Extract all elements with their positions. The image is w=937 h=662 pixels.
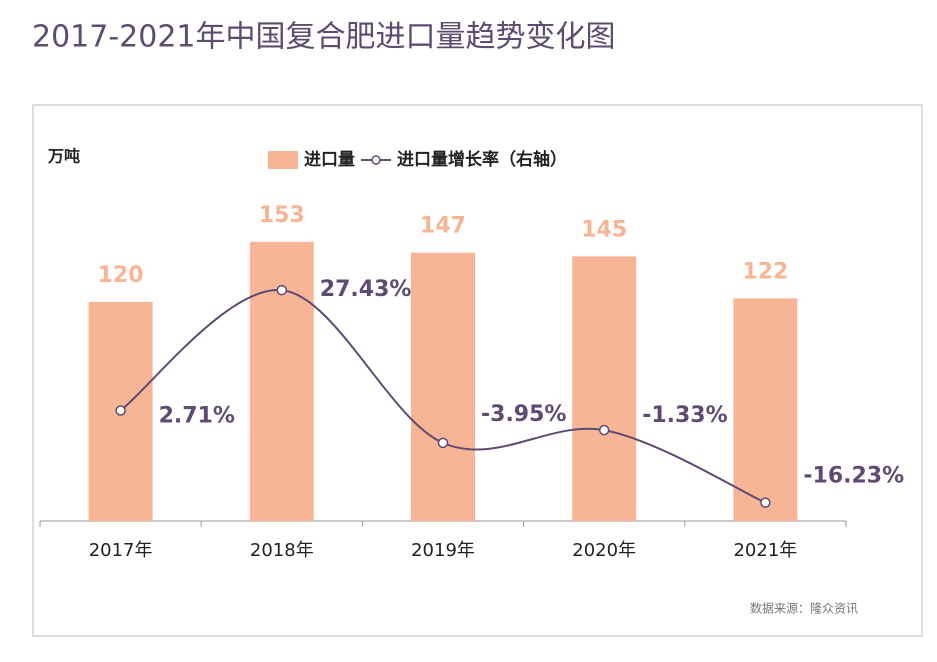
x-tick-label: 2020年: [572, 540, 636, 561]
data-label: 120: [98, 263, 144, 288]
data-label: 145: [581, 217, 627, 242]
data-label: -16.23%: [803, 464, 904, 489]
data-label: 147: [420, 214, 466, 239]
data-label: 27.43%: [320, 277, 412, 302]
data-label: 153: [259, 203, 305, 228]
line-point: [598, 424, 610, 436]
bar: [733, 298, 798, 521]
line: [120, 289, 766, 504]
line-point: [760, 497, 771, 508]
x-tick-label: 2021年: [733, 540, 797, 561]
x-tick-label: 2019年: [411, 540, 475, 561]
x-tick-label: 2018年: [250, 540, 314, 561]
y-unit: 万吨: [47, 147, 80, 166]
data-label: -3.95%: [481, 402, 566, 427]
source: 数据来源：隆众资讯: [750, 601, 858, 616]
data-label: -1.33%: [642, 403, 727, 428]
bar: [249, 241, 314, 521]
x-tick-label: 2017年: [89, 540, 153, 561]
bar: [411, 252, 475, 521]
bar: [572, 256, 637, 521]
legend-label: 进口量增长率（右轴）: [397, 149, 567, 170]
legend-swatch: [371, 155, 381, 165]
legend-swatch: [268, 151, 298, 169]
data-label: 122: [742, 259, 788, 284]
chart-title: 2017-2021年中国复合肥进口量趋势变化图: [32, 20, 616, 55]
data-label: 2.71%: [159, 403, 235, 428]
line-point: [276, 284, 288, 296]
chart-frame: [32, 104, 923, 637]
line-point: [437, 437, 449, 449]
legend-label: 进口量: [304, 149, 355, 170]
line-point: [115, 405, 126, 416]
